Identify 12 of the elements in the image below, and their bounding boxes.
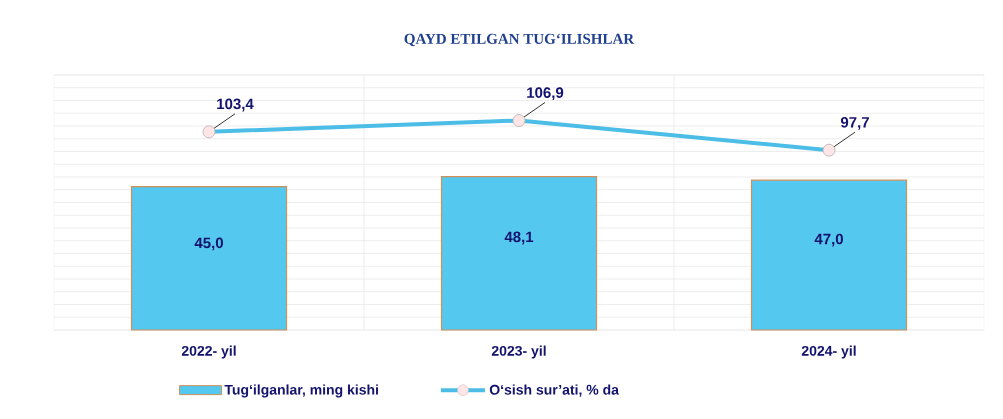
data-label: 47,0 xyxy=(814,233,843,247)
legend-label: O‘sish sur’ati, % da xyxy=(489,384,620,397)
data-label: 103,4 xyxy=(217,98,254,112)
data-label: 106,9 xyxy=(527,87,564,101)
legend-label: Tug‘ilganlar, ming kishi xyxy=(224,384,378,398)
x-tick-label: 2024- yil xyxy=(801,345,856,359)
data-label: 97,7 xyxy=(840,117,869,130)
data-label: 45,0 xyxy=(194,237,223,251)
chart-title: QAYD ETILGAN TUG‘ILISHLAR xyxy=(404,33,635,47)
data-label: 48,1 xyxy=(504,231,534,245)
x-tick-label: 2022- yil xyxy=(181,345,236,359)
x-tick-label: 2023- yil xyxy=(491,345,546,359)
